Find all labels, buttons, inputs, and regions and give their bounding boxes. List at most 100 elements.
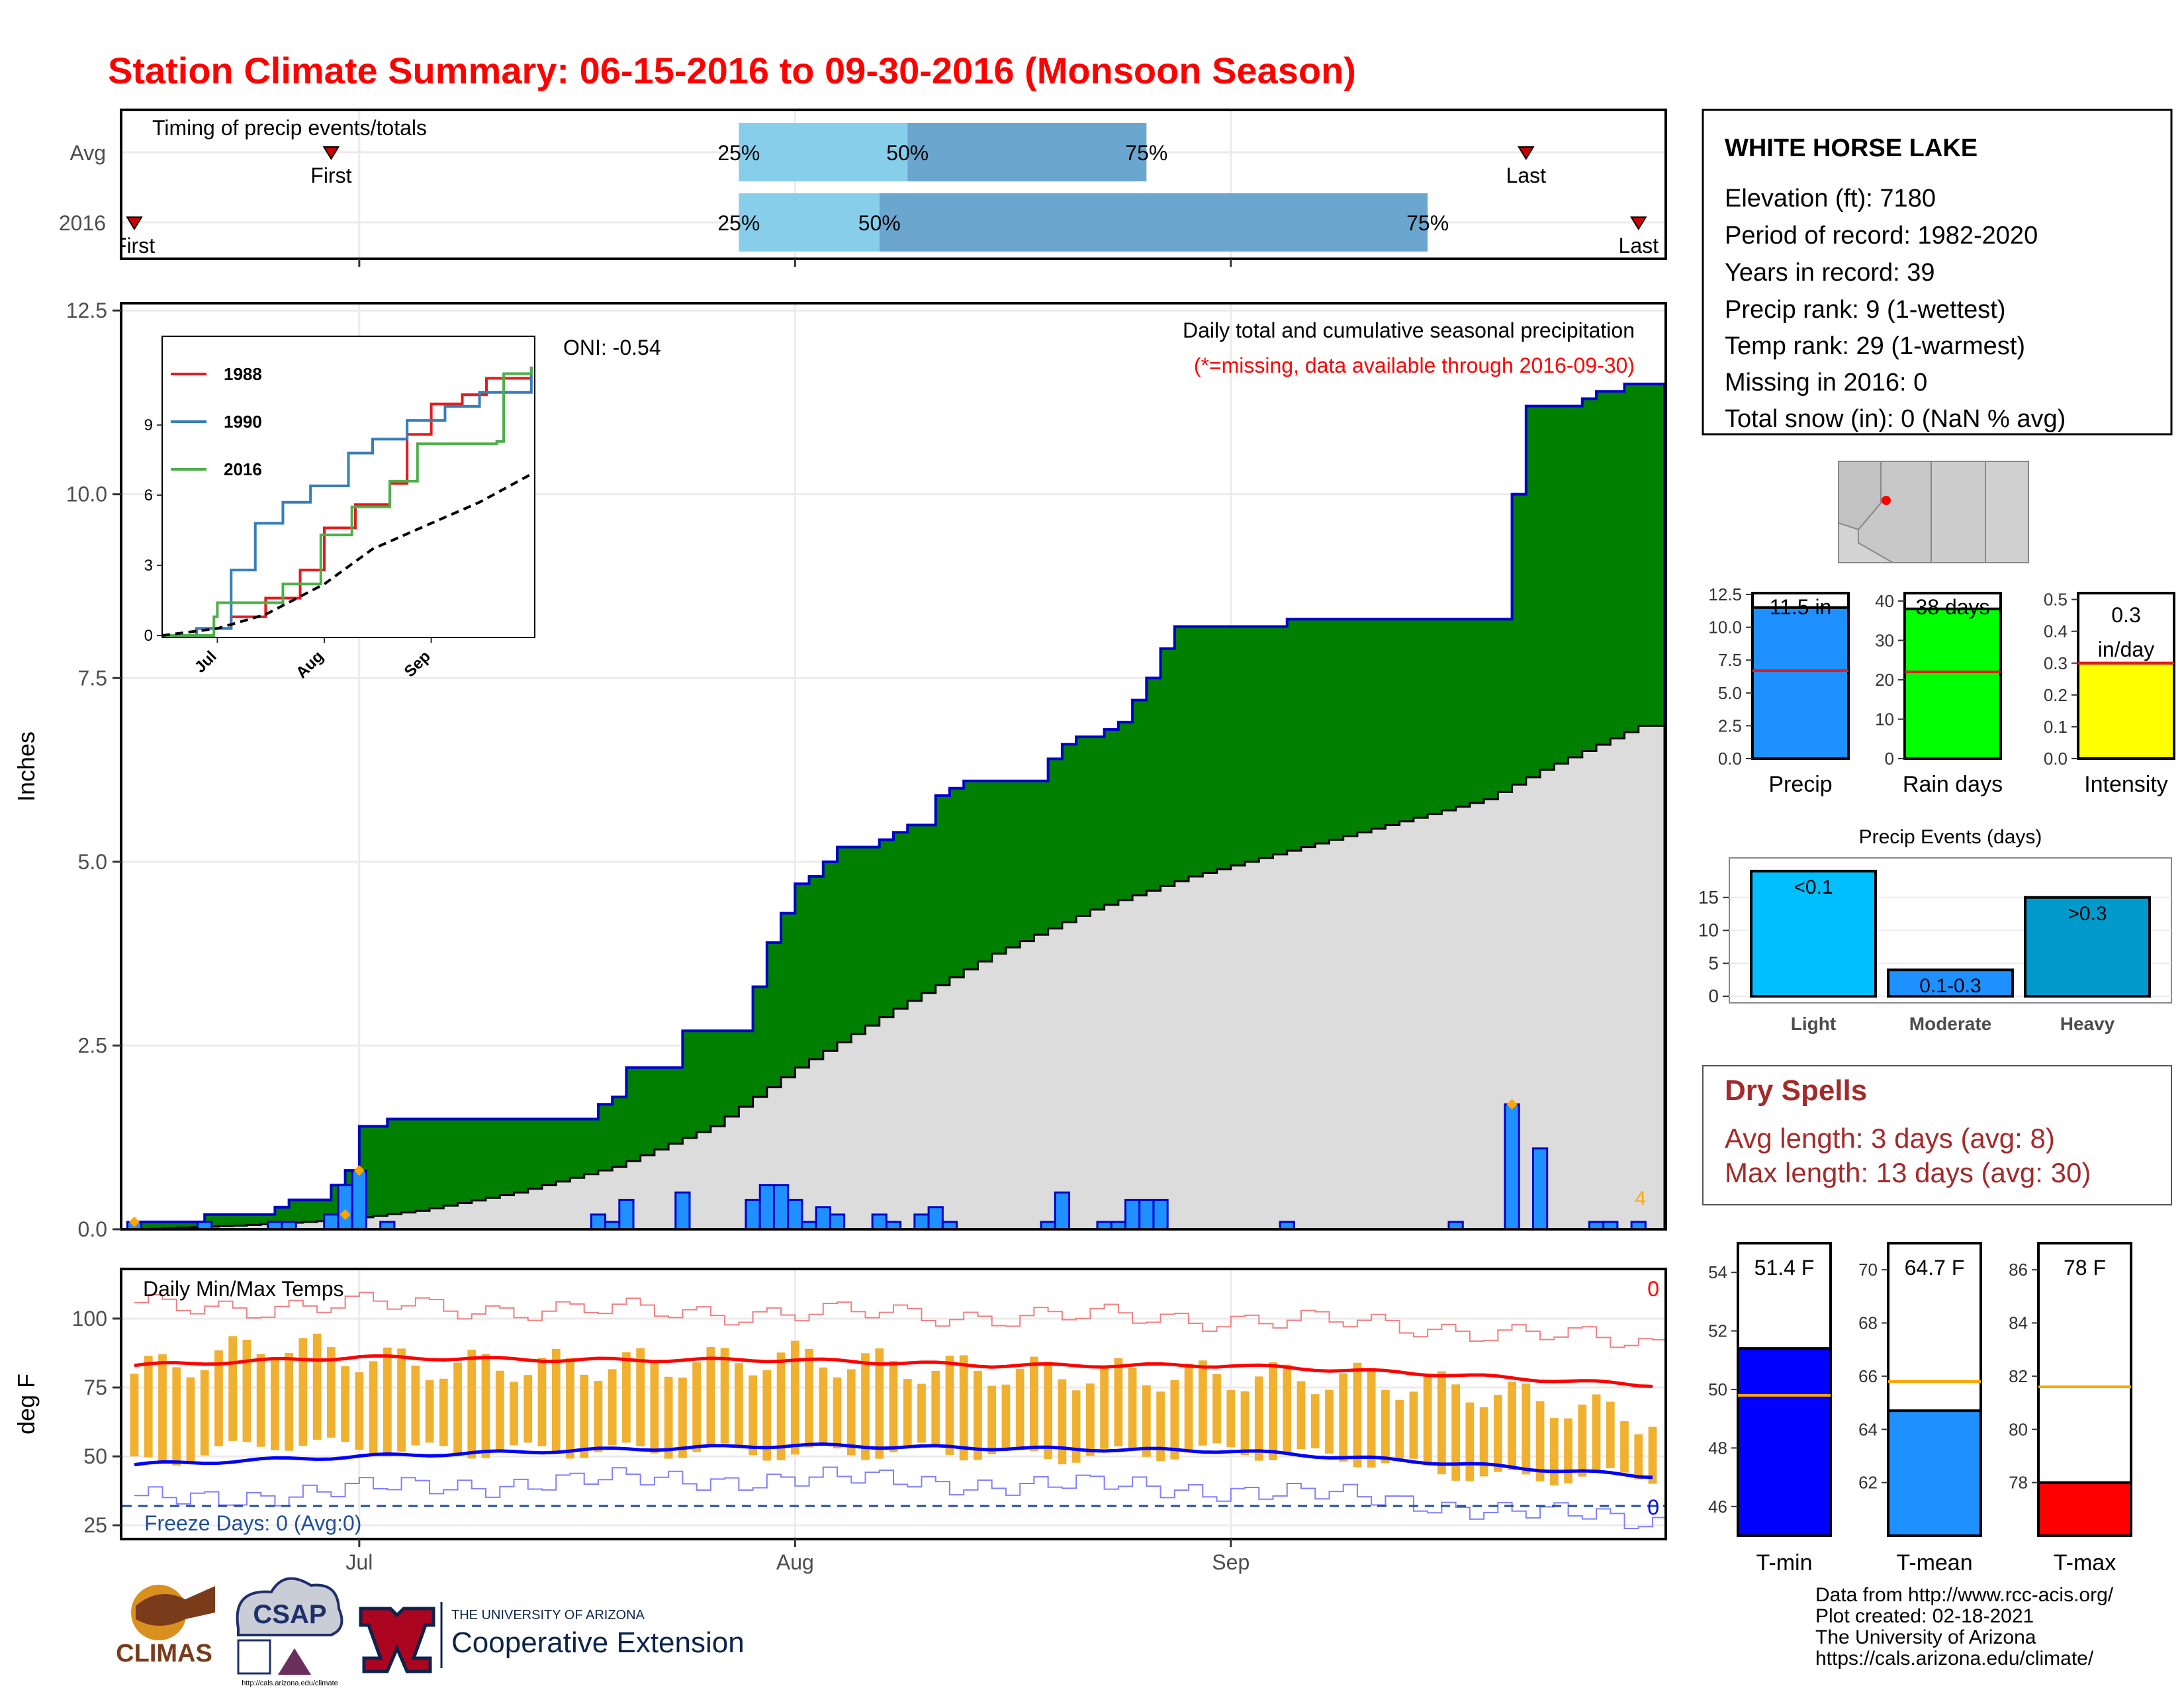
events-bar-moderate	[1887, 968, 2014, 998]
daily-temp-range-bar	[749, 1375, 757, 1456]
oni-label: ONI: -0.54	[563, 336, 661, 359]
mini-bar-y-tick-label: 2.5	[1718, 716, 1742, 735]
daily-precip-bar	[674, 1191, 691, 1231]
daily-temp-range-bar	[1156, 1391, 1165, 1462]
daily-temp-range-bar	[228, 1336, 238, 1441]
events-bar-label: <0.1	[1794, 876, 1833, 898]
temp-bar-y-tick-label: 66	[1858, 1366, 1878, 1386]
inset-y-tick-label: 9	[144, 416, 153, 434]
timing-q25-label-2016: 25%	[717, 211, 760, 235]
ua-logo: THE UNIVERSITY OF ARIZONA Cooperative Ex…	[359, 1602, 745, 1673]
mini-bar-y-tick-label: 10.0	[1708, 618, 1742, 637]
temp-bar-y-tick-label: 52	[1708, 1321, 1727, 1341]
temp-caption: Daily Min/Max Temps	[143, 1277, 343, 1301]
season-total-bars: 11.5 in 0.0 2.5 5.0 7.5 10.0 12.5 Precip 38 days…	[1708, 585, 2175, 797]
precip-y-tick-label: 0.0	[78, 1217, 107, 1241]
timing-last-label-2016: Last	[1619, 234, 1659, 258]
daily-temp-range-bar	[326, 1347, 336, 1438]
station-precip-rank: Precip rank: 9 (1-wettest)	[1725, 296, 2005, 324]
timing-last-label-avg: Last	[1506, 164, 1547, 187]
events-bar-light	[1750, 869, 1877, 998]
dry-spells-max: Max length: 13 days (avg: 30)	[1725, 1157, 2091, 1188]
daily-temp-range-bar	[271, 1360, 279, 1450]
daily-precip-bar	[829, 1213, 846, 1231]
daily-temp-range-bar	[383, 1347, 392, 1457]
season-temp-bars: 51.4 F 46 48 50 52 54 T-min 64.7 F 62 64 66 68 70 T-m…	[1708, 1242, 2132, 1575]
daily-temp-range-bar	[1606, 1401, 1615, 1468]
daily-temp-range-bar	[355, 1372, 364, 1450]
temp-y-axis: 25 50 75 100	[72, 1307, 121, 1537]
daily-precip-marker	[1506, 1099, 1518, 1110]
daily-temp-range-bar	[987, 1385, 997, 1454]
timing-bar-q25-q50-avg	[739, 123, 908, 181]
daily-precip-marker	[353, 1165, 365, 1176]
daily-temp-range-bar	[706, 1346, 715, 1446]
daily-temp-range-bar	[1044, 1362, 1053, 1459]
csap-logo: CSAP http://cals.arizona.edu/climate	[236, 1577, 343, 1687]
temp-bar-value: 64.7 F	[1905, 1256, 1965, 1280]
events-bar-heavy	[2024, 896, 2151, 998]
daily-temp-range-bar	[453, 1362, 462, 1454]
daily-temp-range-bar	[903, 1379, 912, 1446]
footer-data-source: Data from http://www.rcc-acis.org/	[1815, 1584, 2114, 1606]
daily-precip-bar	[323, 1213, 340, 1231]
daily-temp-range-bar	[889, 1361, 898, 1452]
timing-bar-q25-q50-2016	[739, 193, 880, 252]
daily-temp-range-bar	[1254, 1376, 1263, 1461]
footer-created: Plot created: 02-18-2021	[1815, 1605, 2034, 1627]
daily-temp-range-bar	[1128, 1368, 1137, 1450]
csap-grid-icon	[237, 1639, 271, 1675]
daily-temp-range-bar	[1114, 1358, 1123, 1447]
inset-legend-label: 1990	[224, 412, 262, 432]
daily-precip-bar	[590, 1213, 607, 1231]
daily-temp-range-bar	[1395, 1399, 1404, 1459]
daily-temp-range-bar	[397, 1348, 406, 1452]
daily-temp-range-bar	[298, 1338, 308, 1446]
temp-bar-y-tick-label: 80	[2009, 1419, 2028, 1439]
daily-temp-range-bar	[1001, 1384, 1011, 1448]
temp-bar-label: T-min	[1756, 1550, 1813, 1575]
inset-x-tick-label: Aug	[293, 647, 327, 682]
footer-university: The University of Arizona	[1815, 1626, 2036, 1648]
daily-temp-range-bar	[566, 1358, 574, 1459]
daily-temp-range-bar	[1269, 1362, 1277, 1460]
events-y-tick-label: 15	[1698, 887, 1719, 908]
station-info-box: WHITE HORSE LAKE Elevation (ft): 7180 Pe…	[1702, 109, 2173, 436]
temp-bar-label: T-max	[2054, 1550, 2116, 1575]
record-low-line	[134, 1466, 1664, 1529]
events-y-tick-label: 10	[1698, 920, 1719, 941]
inset-y-tick-label: 6	[144, 487, 153, 504]
events-body: 0 5 10 15 <0.1 Light 0.1-0.3 Moderate >0.3 Heavy	[1698, 857, 2172, 1034]
mini-bar-label: Rain days	[1903, 772, 2003, 797]
daily-temp-range-bar	[734, 1363, 743, 1448]
temp-bar-y-tick-label: 54	[1708, 1262, 1727, 1282]
daily-temp-range-bar	[1058, 1379, 1067, 1465]
temp-y-tick-label: 25	[83, 1513, 107, 1537]
page-title: Station Climate Summary: 06-15-2016 to 0…	[108, 50, 1356, 91]
daily-temp-range-bar	[1578, 1404, 1587, 1477]
precip-y-tick-label: 12.5	[66, 299, 107, 322]
mini-bar-value: 0.3	[2111, 603, 2140, 627]
mini-bar-y-tick-label: 0.1	[2044, 717, 2068, 737]
climas-wordmark: CLIMAS	[116, 1640, 212, 1667]
dry-spells-title: Dry Spells	[1725, 1074, 1867, 1107]
mini-bar-y-tick-label: 40	[1875, 591, 1894, 611]
mini-bar-y-tick-label: 10	[1875, 709, 1894, 729]
daily-temp-range-bar	[1508, 1382, 1516, 1470]
daily-temp-range-bar	[959, 1355, 968, 1461]
timing-bar-q50-q75-avg	[907, 123, 1147, 181]
daily-temp-range-bar	[172, 1367, 181, 1466]
temp-bar-t-mean	[1887, 1409, 1982, 1538]
csap-wordmark: CSAP	[253, 1600, 326, 1629]
daily-temp-range-bar	[861, 1353, 870, 1460]
inset-line-1990	[162, 366, 533, 637]
daily-temp-range-bar	[1030, 1356, 1038, 1452]
daily-temp-range-bar	[917, 1383, 926, 1443]
daily-temp-range-bar	[214, 1350, 223, 1446]
daily-temp-range-bar	[1451, 1384, 1461, 1481]
mini-bar-y-tick-label: 0.2	[2044, 685, 2068, 705]
events-y-tick-label: 5	[1708, 953, 1719, 973]
timing-row-2016: 2016	[59, 211, 106, 235]
timing-last-marker-avg	[1518, 146, 1535, 160]
station-name: WHITE HORSE LAKE	[1725, 134, 1978, 162]
